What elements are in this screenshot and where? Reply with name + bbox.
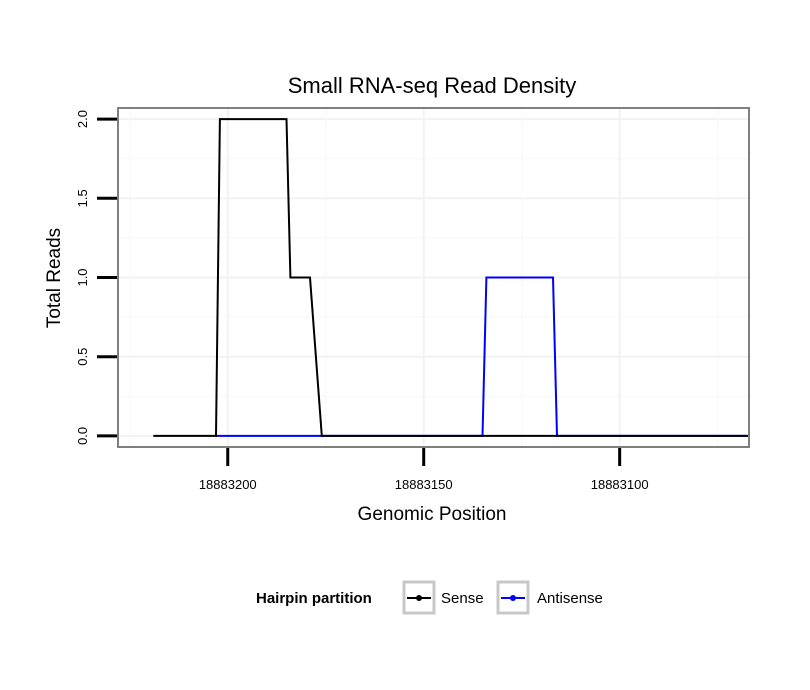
y-tick-label: 0.5 [75, 348, 90, 366]
y-axis-title: Total Reads [44, 228, 65, 328]
plot-border [117, 107, 750, 448]
y-tick-label: 1.0 [75, 268, 90, 286]
x-tick-label: 18883150 [395, 477, 453, 492]
x-tick-label: 18883100 [591, 477, 649, 492]
y-tick-label: 1.5 [75, 189, 90, 207]
x-axis-title: Genomic Position [358, 504, 507, 525]
series-line-sense [153, 118, 749, 437]
chart-title: Small RNA-seq Read Density [288, 73, 577, 98]
y-tick-label: 2.0 [75, 110, 90, 128]
legend-label-sense: Sense [441, 590, 484, 607]
legend-title: Hairpin partition [256, 590, 372, 607]
grid-lines [118, 108, 749, 447]
y-tick-label: 0.0 [75, 427, 90, 445]
series-lines [153, 118, 749, 437]
x-tick-label: 18883200 [199, 477, 257, 492]
legend-label-antisense: Antisense [537, 590, 603, 607]
axes: 0.0 0.5 1.0 1.5 2.0 18883200 18883150 18883100 [75, 110, 649, 492]
legend-key-antisense-dot [510, 595, 516, 601]
legend: Hairpin partition Sense Antisense [256, 580, 603, 615]
legend-key-sense-dot [416, 595, 422, 601]
